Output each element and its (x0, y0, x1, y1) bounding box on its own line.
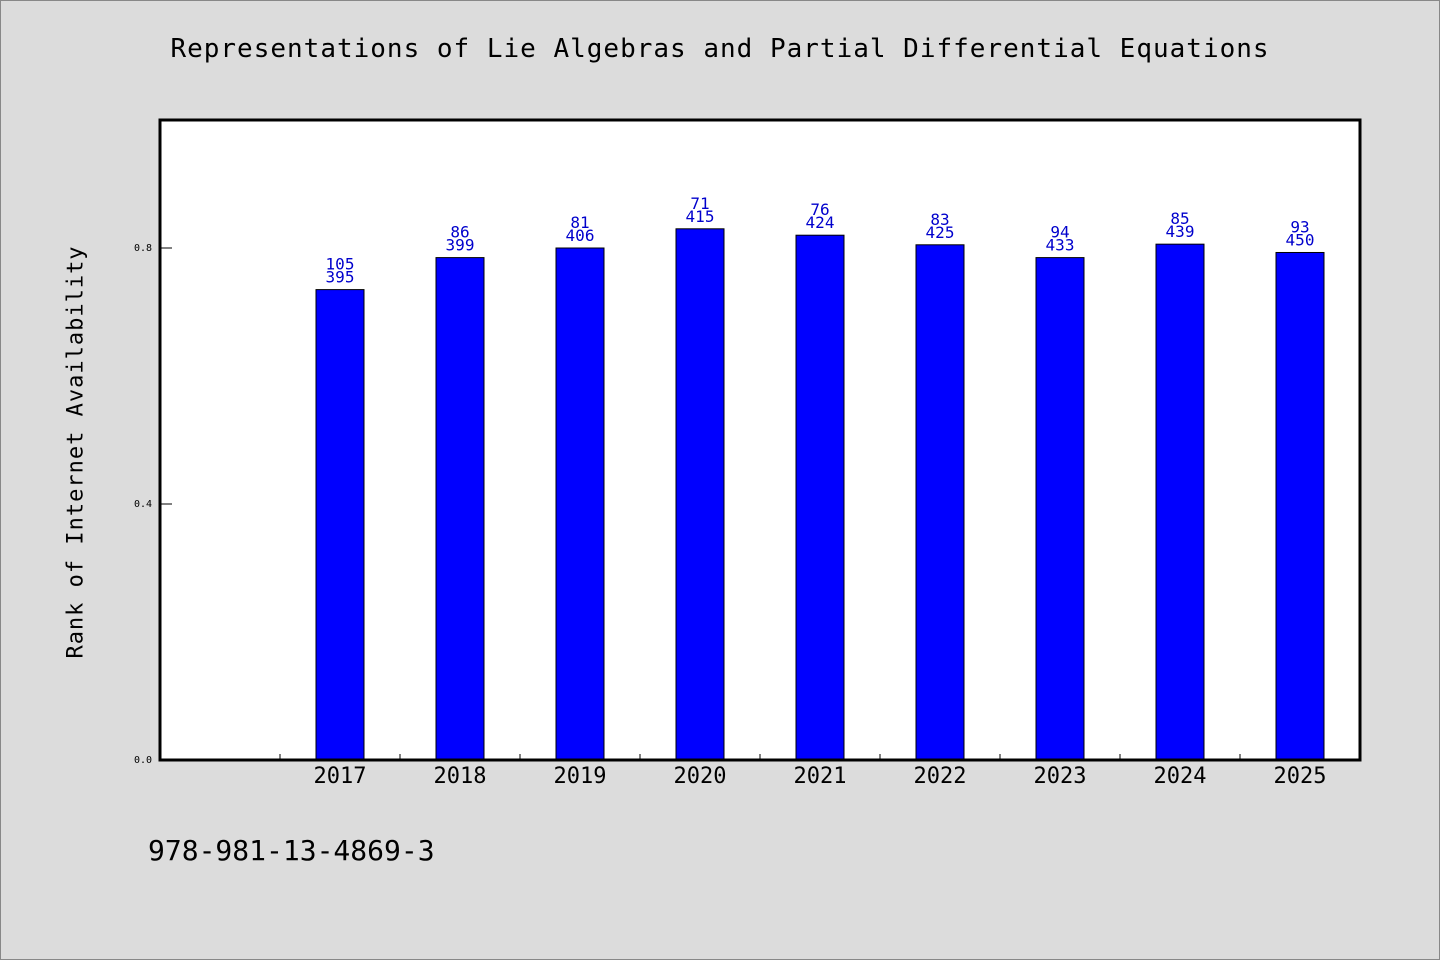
isbn-text: 978-981-13-4869-3 (148, 834, 435, 867)
bar-2023 (1035, 257, 1085, 761)
x-tick-label: 2022 (914, 764, 967, 789)
y-tick-label: 0.4 (134, 499, 152, 510)
x-tick-label: 2019 (554, 764, 607, 789)
bar-label-bottom: 450 (1286, 230, 1315, 249)
bar-2020 (675, 228, 725, 761)
bar-2025 (1275, 251, 1325, 761)
bar-label-bottom: 395 (326, 268, 355, 287)
x-tick-label: 2023 (1034, 764, 1087, 789)
bar-2024 (1155, 243, 1205, 761)
bar-label-top: 83 (930, 210, 949, 229)
bar-label-top: 71 (690, 194, 709, 213)
bar-label-top: 81 (570, 213, 589, 232)
x-tick-label: 2020 (674, 764, 727, 789)
bar-label-bottom: 415 (686, 207, 715, 226)
bar-label-bottom: 424 (806, 213, 835, 232)
bar-2019 (555, 247, 605, 761)
bar-label-top: 105 (326, 255, 355, 274)
bar-2017 (315, 289, 365, 761)
bar-label-top: 86 (450, 223, 469, 242)
x-tick-label: 2024 (1154, 764, 1207, 789)
bar-label-top: 76 (810, 200, 829, 219)
bar-label-bottom: 406 (566, 226, 595, 245)
x-tick-label: 2017 (314, 764, 367, 789)
bar-label-bottom: 399 (446, 236, 475, 255)
bar-label-bottom: 439 (1166, 222, 1195, 241)
y-tick-label: 0.0 (134, 755, 152, 766)
plot-border (158, 118, 1362, 762)
x-tick-label: 2021 (794, 764, 847, 789)
bar-label-bottom: 425 (926, 223, 955, 242)
bar-2021 (795, 234, 845, 761)
y-tick-label: 0.8 (134, 243, 152, 254)
x-tick-label: 2025 (1274, 764, 1327, 789)
bar-label-top: 85 (1170, 209, 1189, 228)
bar-label-top: 93 (1290, 217, 1309, 236)
chart-title: Representations of Lie Algebras and Part… (170, 34, 1270, 64)
bar-2022 (915, 244, 965, 761)
bar-label-bottom: 433 (1046, 236, 1075, 255)
x-tick-label: 2018 (434, 764, 487, 789)
bar-2018 (435, 257, 485, 761)
bar-label-top: 94 (1050, 223, 1069, 242)
